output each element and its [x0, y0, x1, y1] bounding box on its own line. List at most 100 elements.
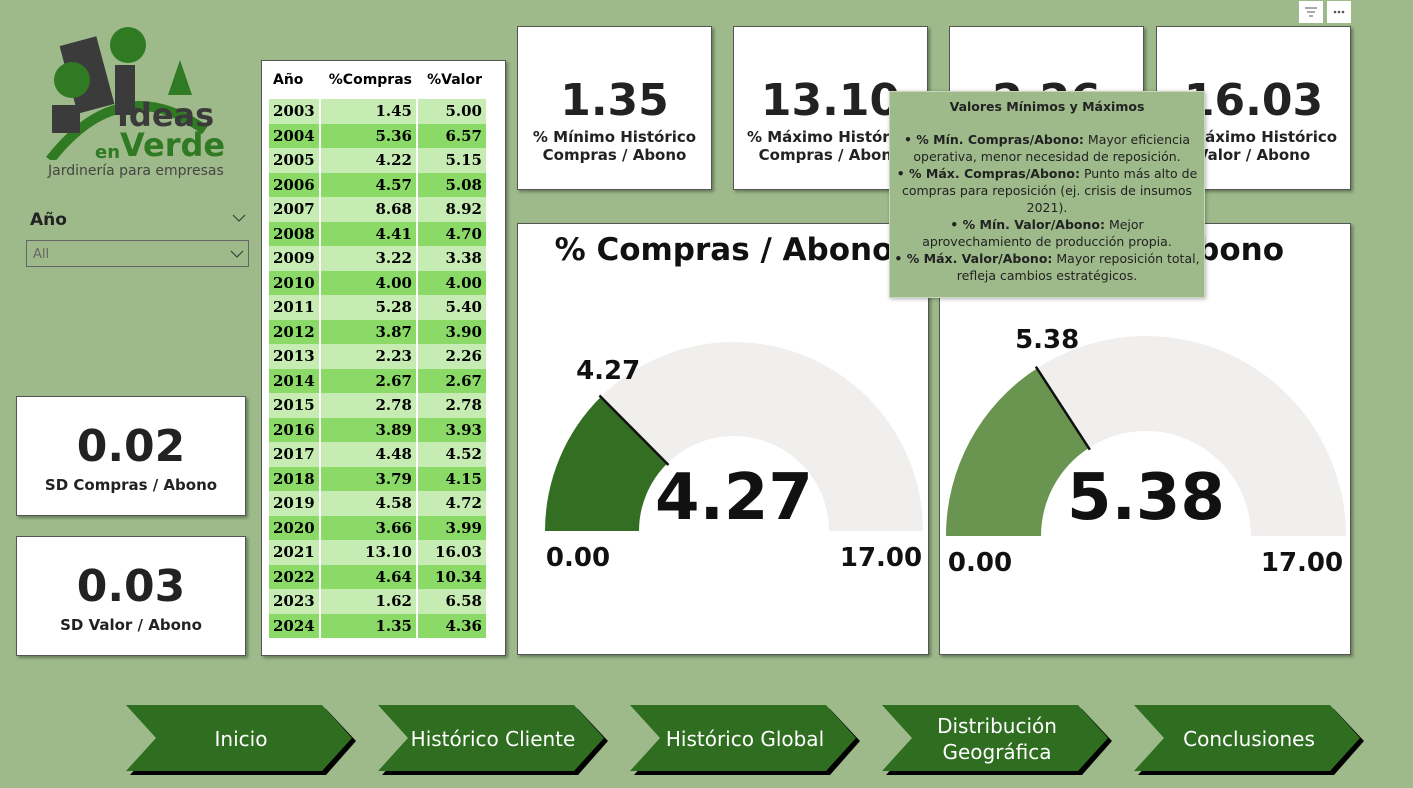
table-cell: 5.15 — [418, 148, 486, 173]
table-cell: 4.70 — [418, 221, 486, 246]
tooltip-text: Mejor aprovechamiento de producción prop… — [922, 217, 1172, 249]
table-cell: 1.45 — [321, 99, 416, 124]
table-row: 2019 4.58 4.72 — [269, 491, 486, 516]
table-cell: 2.23 — [321, 344, 416, 369]
slicer-value: All — [33, 247, 50, 262]
table-row: 2023 1.62 6.58 — [269, 589, 486, 614]
gauge-min: 0.00 — [948, 548, 1012, 578]
tooltip-item: • % Máx. Compras/Abono: Punto más alto d… — [894, 165, 1200, 216]
filter-icon[interactable] — [1299, 1, 1323, 23]
kpi-label: % Máximo Histórico Compras / Abono — [746, 128, 915, 164]
table-row: 2011 5.28 5.40 — [269, 295, 486, 320]
table-cell: 4.22 — [321, 148, 416, 173]
nav-button[interactable]: Distribución Geográfica — [882, 705, 1112, 775]
nav-button[interactable]: Histórico Cliente — [378, 705, 608, 775]
table-row: 2024 1.35 4.36 — [269, 613, 486, 638]
table-cell: 4.48 — [321, 442, 416, 467]
sd-label: SD Compras / Abono — [44, 476, 218, 494]
table-cell: 3.89 — [321, 417, 416, 442]
table-row: 2016 3.89 3.93 — [269, 417, 486, 442]
nav-shape — [126, 705, 356, 775]
slicer-title: Año — [30, 210, 67, 230]
nav-arrow — [378, 705, 604, 771]
table-cell: 2022 — [269, 564, 319, 589]
sd-card: 0.03 SD Valor / Abono — [16, 536, 246, 656]
nav-button[interactable]: Histórico Global — [630, 705, 860, 775]
table-cell: 4.57 — [321, 172, 416, 197]
chevron — [230, 250, 244, 258]
gauge-title: % Compras / Abono — [555, 232, 894, 268]
table-row: 2012 3.87 3.90 — [269, 319, 486, 344]
table-cell: 2020 — [269, 515, 319, 540]
table-cell: 8.68 — [321, 197, 416, 222]
table-cell: 10.34 — [418, 564, 486, 589]
table-row: 2005 4.22 5.15 — [269, 148, 486, 173]
table-header: %Valor — [427, 72, 482, 88]
gauge-min: 0.00 — [546, 543, 610, 573]
table-cell: 2016 — [269, 417, 319, 442]
table-cell: 3.79 — [321, 466, 416, 491]
table-row: 2017 4.48 4.52 — [269, 442, 486, 467]
table-cell: 4.52 — [418, 442, 486, 467]
table-row: 2020 3.66 3.99 — [269, 515, 486, 540]
table-cell: 4.72 — [418, 491, 486, 516]
kpi-card: 1.35% Mínimo Histórico Compras / Abono — [517, 26, 712, 190]
gauge-needle — [1034, 365, 1091, 451]
nav-label: Histórico Cliente — [410, 727, 576, 751]
table-cell: 2006 — [269, 172, 319, 197]
table-row: 2004 5.36 6.57 — [269, 123, 486, 148]
table-cell: 5.28 — [321, 295, 416, 320]
tooltip-item: • % Máx. Valor/Abono: Mayor reposición t… — [894, 250, 1200, 284]
kpi-value: 16.03 — [1183, 75, 1324, 126]
tooltip-term: • % Mín. Valor/Abono: — [950, 217, 1105, 232]
table-row: 2018 3.79 4.15 — [269, 466, 486, 491]
table-row: 2022 4.64 10.34 — [269, 564, 486, 589]
sd-value: 0.02 — [76, 421, 186, 472]
nav-arrow — [126, 705, 352, 771]
tooltip-text: Punto más alto de compras para reposició… — [901, 166, 1198, 215]
nav-arrow — [1134, 705, 1360, 771]
slicer-dropdown[interactable]: All — [26, 240, 249, 267]
table-cell: 3.66 — [321, 515, 416, 540]
nav-shape — [378, 705, 608, 775]
table-cell: 2005 — [269, 148, 319, 173]
table-cell: 2011 — [269, 295, 319, 320]
more-icon[interactable] — [1327, 1, 1351, 23]
kpi-label: % Mínimo Histórico Compras / Abono — [532, 128, 697, 164]
tooltip-text: Mayor reposición total, refleja cambios … — [956, 251, 1200, 283]
table-header: %Compras — [328, 72, 412, 88]
tooltip-item: • % Mín. Compras/Abono: Mayor eficiencia… — [894, 131, 1200, 165]
table-row: 2013 2.23 2.26 — [269, 344, 486, 369]
table-cell: 4.58 — [321, 491, 416, 516]
table-row: 2003 1.45 5.00 — [269, 99, 486, 124]
tooltip: Valores Mínimos y Máximos • % Mín. Compr… — [889, 91, 1205, 298]
table-cell: 3.38 — [418, 246, 486, 271]
table-cell: 2017 — [269, 442, 319, 467]
table-cell: 13.10 — [321, 540, 416, 565]
table-cell: 4.36 — [418, 613, 486, 638]
table-cell: 4.41 — [321, 221, 416, 246]
gauge-needle — [598, 394, 670, 466]
chevron — [232, 214, 246, 222]
nav-button[interactable]: Inicio — [126, 705, 356, 775]
table-cell: 2019 — [269, 491, 319, 516]
tooltip-item: • % Mín. Valor/Abono: Mejor aprovechamie… — [894, 216, 1200, 250]
table-cell: 2009 — [269, 246, 319, 271]
nav-button[interactable]: Conclusiones — [1134, 705, 1364, 775]
nav-arrow — [630, 705, 856, 771]
table-cell: 4.64 — [321, 564, 416, 589]
table-cell: 4.00 — [418, 270, 486, 295]
table-cell: 2012 — [269, 319, 319, 344]
table-cell: 1.35 — [321, 613, 416, 638]
table-cell: 2.78 — [321, 393, 416, 418]
table-cell: 5.00 — [418, 99, 486, 124]
gauge-max: 17.00 — [1261, 548, 1343, 578]
gauge-card: % Compras / Abono 4.27 4.27 0.00 17.00 — [517, 223, 929, 655]
table-cell: 3.93 — [418, 417, 486, 442]
table-row: 2006 4.57 5.08 — [269, 172, 486, 197]
tooltip-term: • % Máx. Compras/Abono: — [896, 166, 1080, 181]
table-cell: 6.58 — [418, 589, 486, 614]
tooltip-term: • % Mín. Compras/Abono: — [903, 132, 1084, 147]
gauge-fill — [545, 396, 668, 531]
